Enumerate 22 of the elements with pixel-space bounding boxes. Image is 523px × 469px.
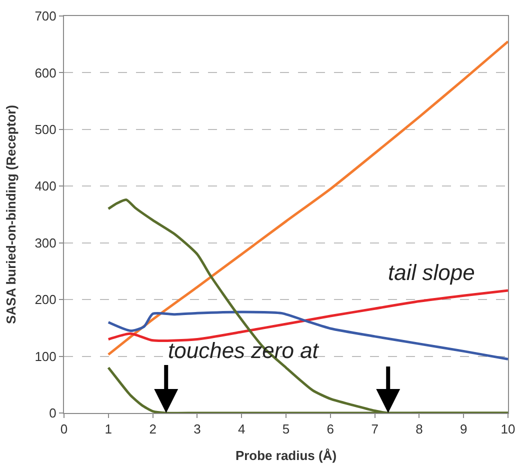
x-tick-label: 7 <box>371 422 378 437</box>
y-tick-label: 400 <box>34 178 56 194</box>
y-tick-label: 600 <box>34 65 56 80</box>
y-tick-label: 500 <box>34 122 56 137</box>
x-tick-label: 3 <box>194 422 201 437</box>
annotation: tail slope <box>388 260 475 285</box>
x-tick-label: 6 <box>326 422 334 437</box>
y-tick-label: 200 <box>34 292 56 308</box>
x-tick-label: 1 <box>104 422 112 437</box>
y-tick-label: 100 <box>34 348 56 364</box>
y-tick-label: 300 <box>34 235 56 250</box>
x-tick-label: 8 <box>416 422 423 437</box>
x-tick-label: 4 <box>238 422 246 437</box>
x-tick-label: 2 <box>149 422 156 437</box>
y-axis-title: SASA buried-on-binding (Receptor) <box>4 104 19 324</box>
x-tick-label: 0 <box>60 422 68 437</box>
y-tick-label: 700 <box>34 8 56 24</box>
x-tick-label: 5 <box>282 422 290 437</box>
x-tick-label: 9 <box>460 422 468 437</box>
x-tick-label: 10 <box>500 422 516 437</box>
y-tick-label: 0 <box>49 406 56 421</box>
x-axis-title: Probe radius (Å) <box>235 448 337 464</box>
